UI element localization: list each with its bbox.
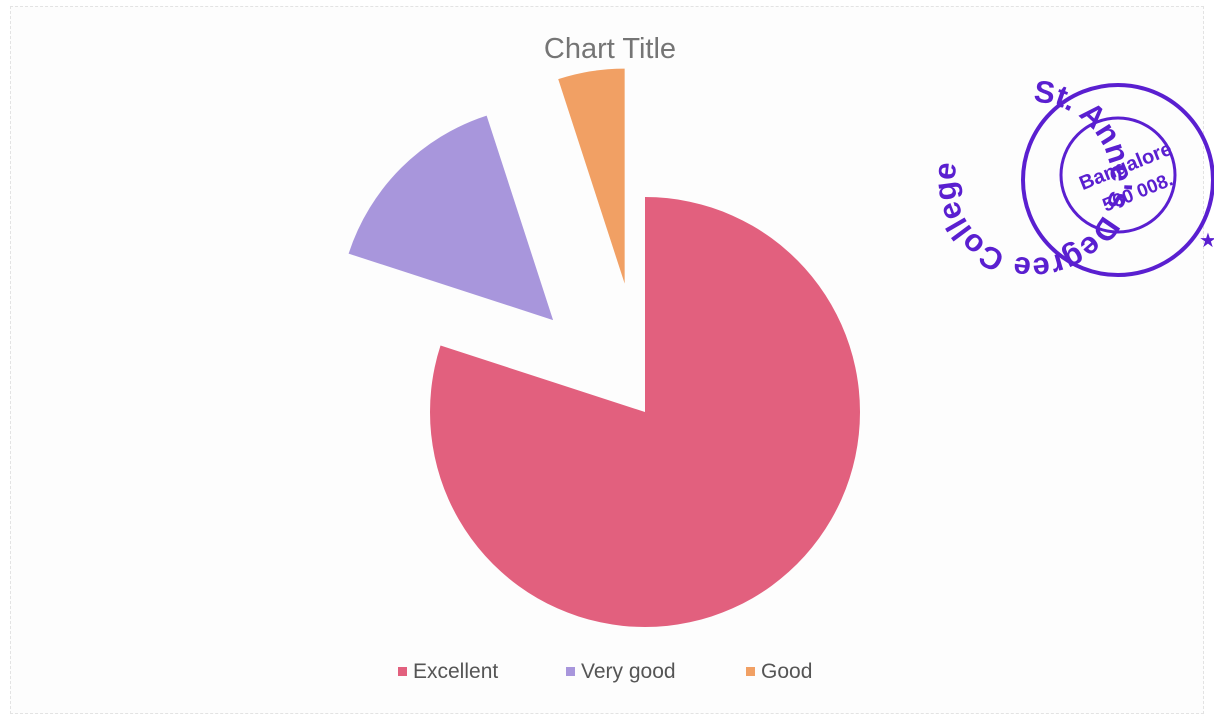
legend-swatch-excellent	[398, 667, 407, 676]
legend-swatch-good	[746, 667, 755, 676]
legend-label-excellent: Excellent	[413, 660, 498, 683]
pie-slice-excellent	[430, 197, 860, 627]
legend-label-very-good: Very good	[581, 660, 676, 683]
pie-slice-good	[558, 68, 625, 284]
stamp-inner-ring	[1059, 116, 1177, 234]
chart-title: Chart Title	[544, 33, 676, 65]
stamp-outer-ring	[1021, 83, 1214, 277]
legend-swatch-very-good	[566, 667, 575, 676]
chart-legend: Excellent Very good Good	[398, 660, 812, 683]
legend-label-good: Good	[761, 660, 812, 683]
pie-slice-very-good	[348, 115, 554, 321]
pie-slices	[348, 68, 860, 627]
stamp-star: ★	[1199, 230, 1214, 252]
college-stamp: St. Anne's Degree College Bangalore 560 …	[927, 74, 1214, 286]
